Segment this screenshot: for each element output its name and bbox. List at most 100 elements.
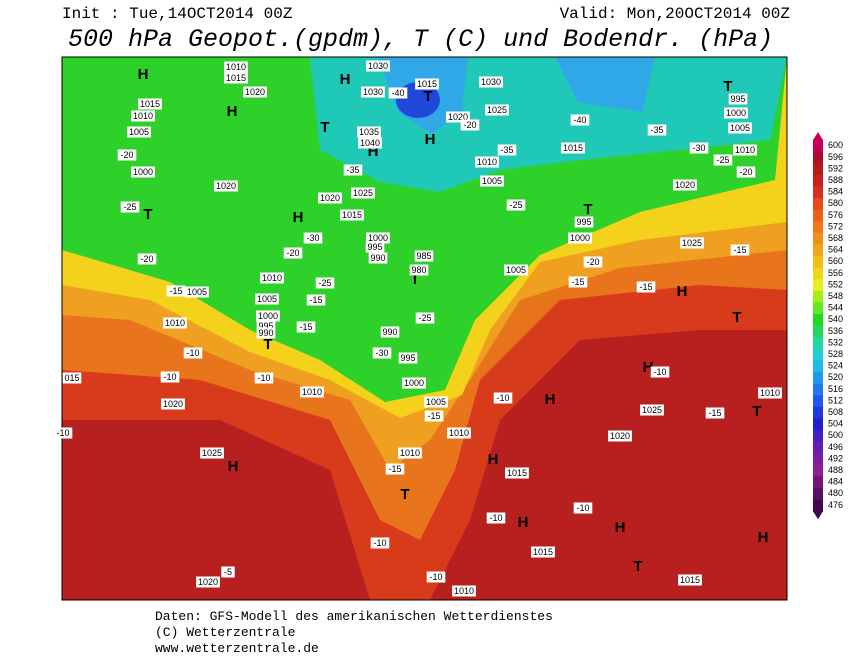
colorbar-label: 596 — [828, 152, 843, 162]
contour-label: 980 — [411, 265, 426, 275]
colorbar-cell — [813, 302, 823, 315]
contour-label-box — [62, 372, 82, 384]
contour-label-box — [730, 244, 750, 256]
colorbar-label: 520 — [828, 372, 843, 382]
contour-label: 1000 — [133, 167, 153, 177]
contour-label: -30 — [375, 348, 388, 358]
colorbar-label: 536 — [828, 326, 843, 336]
contour-label: -15 — [571, 277, 584, 287]
contour-label: -10 — [56, 428, 69, 438]
contour-label-box — [504, 264, 528, 276]
contour-label: -10 — [163, 372, 176, 382]
contour-label-box — [447, 427, 471, 439]
contour-label-box — [183, 347, 203, 359]
pressure-center: H — [615, 519, 626, 536]
contour-label: 990 — [370, 253, 385, 263]
contour-label-box — [256, 327, 276, 339]
colorbar-label: 508 — [828, 407, 843, 417]
colorbar-cell — [813, 325, 823, 338]
colorbar-cell — [813, 174, 823, 187]
contour-label-box — [733, 144, 757, 156]
contour-label: -5 — [224, 567, 232, 577]
colorbar-label: 548 — [828, 291, 843, 301]
colorbar-arrow-bottom — [813, 511, 823, 520]
colorbar-cell — [813, 348, 823, 361]
colorbar-label: 504 — [828, 419, 843, 429]
pressure-center: T — [320, 119, 329, 136]
contour-label: 1025 — [642, 405, 662, 415]
contour-label: 1020 — [245, 87, 265, 97]
colorbar-label: 540 — [828, 314, 843, 324]
colorbar-label: 592 — [828, 163, 843, 173]
contour-label: 1015 — [680, 575, 700, 585]
colorbar-cell — [813, 418, 823, 431]
contour-label-box — [256, 320, 276, 332]
colorbar-cell — [813, 464, 823, 477]
contour-label-box — [388, 87, 408, 99]
pressure-center: H — [138, 66, 149, 83]
contour-label-box — [424, 410, 444, 422]
contour-label: 1005 — [187, 287, 207, 297]
contour-label: -20 — [120, 150, 133, 160]
contour-label-box — [647, 124, 667, 136]
contour-label: -10 — [373, 538, 386, 548]
pressure-center: T — [752, 403, 761, 420]
contour-label-box — [673, 179, 697, 191]
contour-label: 1005 — [257, 294, 277, 304]
colorbar-label: 580 — [828, 198, 843, 208]
colorbar-label: 588 — [828, 175, 843, 185]
pressure-center: H — [227, 103, 238, 120]
pressure-center: H — [545, 391, 556, 408]
contour-label-box — [161, 398, 185, 410]
pressure-center: H — [758, 529, 769, 546]
contour-label: 995 — [576, 217, 591, 227]
colorbar-cell — [813, 476, 823, 489]
colorbar-cell — [813, 198, 823, 211]
contour-label-box — [493, 392, 513, 404]
contour-label: 985 — [416, 251, 431, 261]
contour-label-box — [224, 61, 248, 73]
pressure-center: H — [340, 71, 351, 88]
contour-label-box — [366, 60, 390, 72]
contour-label: 1010 — [449, 428, 469, 438]
contour-label-box — [724, 107, 748, 119]
contour-label-box — [398, 352, 418, 364]
contour-label-box — [568, 232, 592, 244]
contour-label-box — [131, 110, 155, 122]
pressure-center: T — [723, 78, 732, 95]
contour-label: 1035 — [359, 127, 379, 137]
contour-label: 1025 — [487, 105, 507, 115]
contour-label-box — [366, 232, 390, 244]
contour-label-box — [214, 180, 238, 192]
colorbar-cell — [813, 395, 823, 408]
contour-label-box — [160, 371, 180, 383]
pressure-center: H — [425, 131, 436, 148]
contour-label-box — [506, 199, 526, 211]
contour-label-box — [185, 286, 209, 298]
contour-label: -20 — [586, 257, 599, 267]
contour-label: -15 — [299, 322, 312, 332]
colorbar-cell — [813, 314, 823, 327]
contour-label-box — [365, 241, 385, 253]
pressure-center: H — [677, 283, 688, 300]
pressure-center: T — [633, 558, 642, 575]
contour-label: 1010 — [454, 586, 474, 596]
contour-label-box — [415, 312, 435, 324]
footer-source: Daten: GFS-Modell des amerikanischen Wet… — [155, 609, 553, 624]
contour-label: -20 — [140, 254, 153, 264]
colorbar-cell — [813, 186, 823, 199]
contour-label-box — [358, 137, 382, 149]
contour-label: 1010 — [760, 388, 780, 398]
contour-label-box — [398, 447, 422, 459]
contour-label: 1010 — [477, 157, 497, 167]
contour-label: 1000 — [570, 233, 590, 243]
contour-label: -30 — [306, 233, 319, 243]
pressure-center: H — [643, 359, 654, 376]
colorbar-label: 476 — [828, 500, 843, 510]
colorbar-label: 544 — [828, 303, 843, 313]
pressure-center: T — [410, 271, 419, 288]
contour-label: -25 — [716, 155, 729, 165]
contour-label-box — [636, 281, 656, 293]
contour-label-box — [127, 126, 151, 138]
contour-label: 1040 — [360, 138, 380, 148]
